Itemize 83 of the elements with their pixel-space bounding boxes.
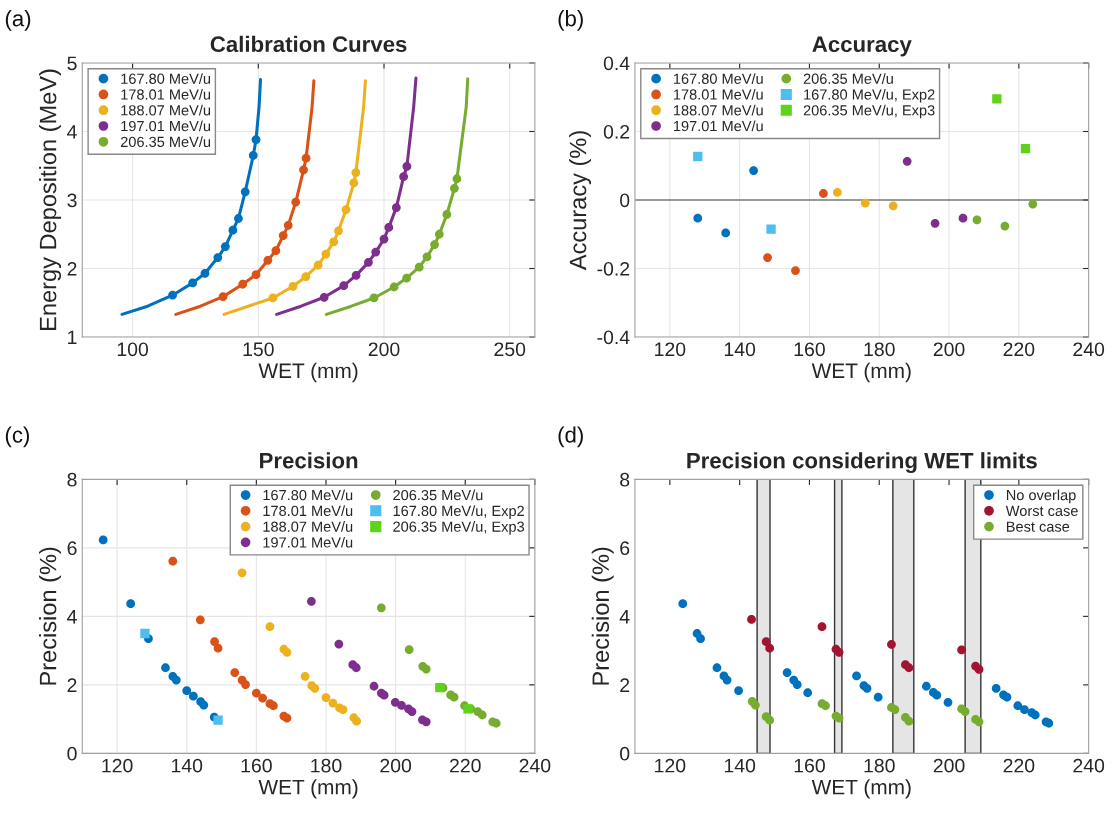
x-tick-label: 240	[1073, 758, 1105, 773]
x-tick-label: 160	[794, 758, 825, 773]
y-tick-label: 2	[620, 678, 630, 692]
chart-title: Calibration Curves	[210, 35, 407, 53]
legend-label: 167.80 MeV/u, Exp2	[804, 88, 935, 103]
legend-label: No overlap	[1006, 489, 1076, 504]
y-tick-label: 8	[67, 472, 77, 487]
x-tick-label: 240	[1073, 342, 1105, 357]
legend-label: 167.80 MeV/u	[673, 73, 763, 84]
legend-label: 197.01 MeV/u	[263, 536, 353, 548]
y-tick-label: 4	[619, 610, 630, 624]
x-tick-label: 150	[243, 342, 274, 357]
x-tick-label: 200	[933, 758, 965, 773]
x-tick-label: 140	[171, 758, 203, 773]
y-tick-label: -0.2	[597, 261, 630, 276]
y-tick-label: 6	[620, 541, 630, 556]
y-axis-title: Precision (%)	[39, 547, 62, 685]
x-axis-title: WET (mm)	[811, 779, 911, 799]
x-axis-title: WET (mm)	[811, 362, 911, 383]
y-axis-title: Precision (%)	[591, 547, 614, 685]
y-tick-label: -0.4	[597, 330, 630, 345]
y-tick-label: 8	[620, 472, 630, 487]
y-tick-label: 5	[67, 56, 77, 71]
x-tick-label: 250	[494, 342, 526, 357]
x-axis-title: WET (mm)	[258, 362, 358, 383]
legend-label: 197.01 MeV/u	[121, 120, 211, 132]
legend-label: 188.07 MeV/u	[121, 104, 211, 116]
y-tick-label: 6	[67, 541, 77, 556]
y-tick-label: 4	[67, 610, 77, 624]
chart-title: Precision considering WET limits	[687, 452, 1037, 473]
x-axis-title: WET (mm)	[258, 779, 358, 799]
legend-label: 188.07 MeV/u	[673, 104, 763, 116]
x-tick-label: 200	[933, 342, 965, 357]
y-tick-label: 0.2	[603, 124, 630, 139]
y-tick-label: 0	[620, 193, 630, 208]
y-tick-label: 1	[68, 330, 77, 345]
x-tick-label: 140	[724, 342, 756, 357]
y-tick-label: 4	[67, 125, 77, 139]
x-tick-label: 200	[380, 758, 412, 773]
legend-label: 167.80 MeV/u	[121, 73, 211, 84]
y-tick-label: 0	[620, 746, 630, 761]
legend-label: 178.01 MeV/u	[673, 88, 763, 100]
x-tick-label: 120	[655, 758, 686, 773]
x-tick-label: 180	[864, 758, 895, 773]
x-tick-label: 100	[117, 342, 149, 357]
text: (a)	[5, 10, 31, 31]
x-tick-label: 220	[450, 758, 481, 773]
legend-label: 206.35 MeV/u	[393, 489, 483, 501]
text: (b)	[558, 10, 583, 31]
x-tick-label: 160	[794, 342, 825, 357]
x-tick-label: 160	[241, 758, 272, 773]
y-axis-title: Accuracy (%)	[569, 131, 592, 271]
x-tick-label: 220	[1003, 758, 1035, 773]
y-tick-label: 0	[67, 746, 77, 761]
legend-label: Worst case	[1005, 505, 1078, 517]
y-axis-title: Energy Deposition (MeV)	[39, 69, 62, 330]
text: (d)	[558, 426, 583, 448]
x-tick-label: 240	[519, 758, 551, 773]
x-tick-label: 200	[368, 342, 400, 357]
chart-title: Accuracy	[812, 36, 912, 57]
legend-label: 178.01 MeV/u	[263, 505, 353, 517]
legend-label: 206.35 MeV/u	[120, 136, 211, 148]
x-tick-label: 180	[311, 758, 342, 773]
legend-label: 197.01 MeV/u	[673, 120, 763, 132]
y-tick-label: 3	[67, 193, 77, 208]
y-tick-label: 2	[67, 261, 77, 276]
text: (c)	[5, 426, 29, 448]
x-tick-label: 120	[655, 342, 686, 357]
x-tick-label: 180	[864, 342, 895, 357]
x-tick-label: 220	[1003, 342, 1035, 357]
chart-title: Precision	[260, 452, 358, 469]
legend-label: 206.35 MeV/u, Exp3	[803, 104, 935, 119]
legend-label: Best case	[1006, 521, 1070, 532]
legend-label: 178.01 MeV/u	[121, 88, 211, 100]
legend-label: 206.35 MeV/u, Exp3	[393, 521, 525, 535]
legend-label: 167.80 MeV/u	[263, 489, 353, 501]
x-tick-label: 140	[724, 758, 756, 773]
y-tick-label: 2	[67, 678, 77, 692]
legend-label: 167.80 MeV/u, Exp2	[393, 505, 524, 519]
y-tick-label: 0.4	[603, 56, 630, 71]
legend-label: 206.35 MeV/u	[803, 73, 893, 84]
x-tick-label: 120	[102, 758, 133, 773]
legend-label: 188.07 MeV/u	[263, 521, 353, 532]
